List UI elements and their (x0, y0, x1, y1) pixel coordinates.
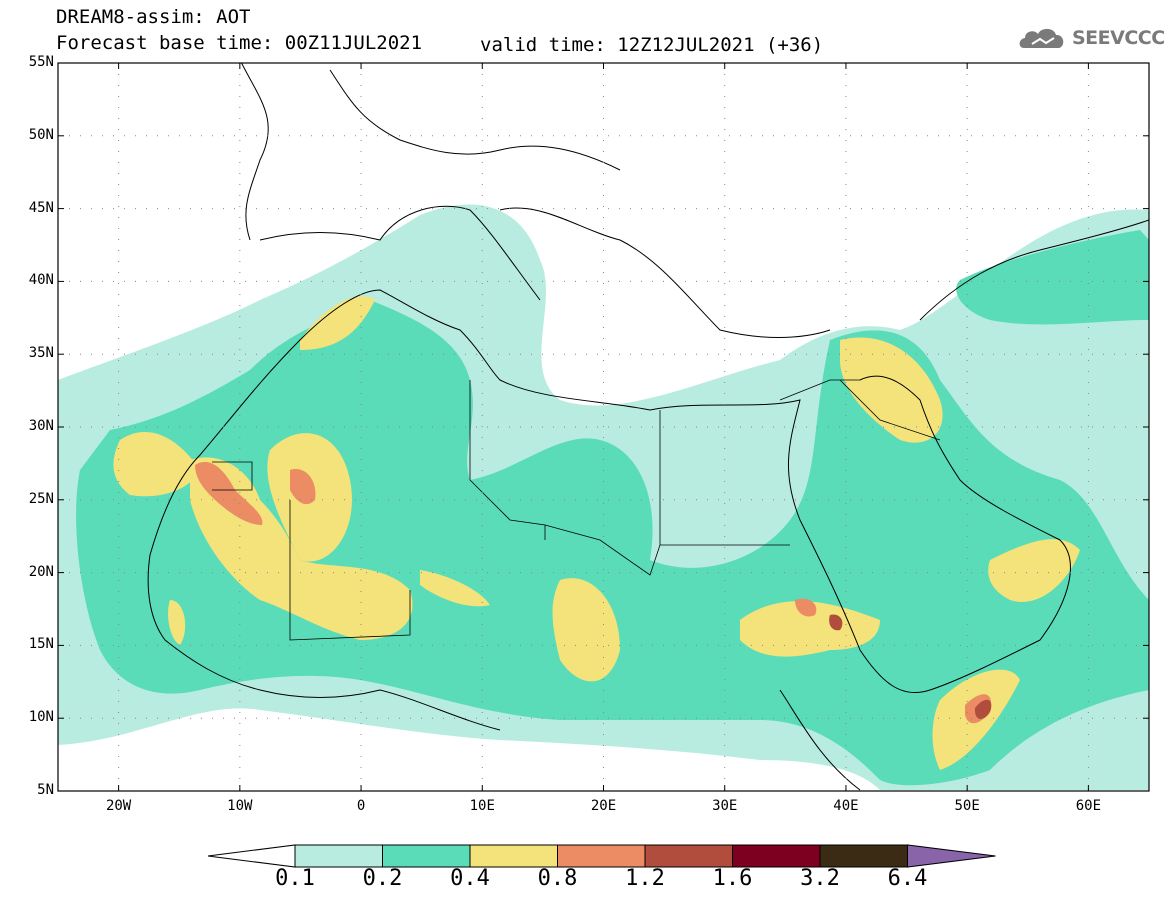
colorbar-label: 3.2 (800, 866, 840, 891)
borders (212, 379, 941, 641)
colorbar-swatch (557, 844, 646, 868)
lat-label: 50N (28, 126, 54, 143)
lon-label: 50E (954, 798, 980, 814)
lat-label: 20N (28, 563, 54, 580)
lon-label: 60E (1075, 798, 1102, 814)
colorbar-swatch (732, 844, 821, 868)
logo-text: SEEVCCC (1072, 27, 1165, 49)
colorbar-label: 1.6 (712, 866, 753, 891)
lat-label: 55N (28, 54, 54, 70)
colorbar-label: 1.2 (625, 866, 665, 891)
lat-label: 45N (28, 199, 54, 216)
lon-label: 10E (469, 798, 495, 814)
lon-label: 10W (227, 798, 253, 814)
forecast-base-time: Forecast base time: 00Z11JUL2021 (56, 32, 423, 54)
colorbar-label: 0.2 (362, 866, 403, 891)
colorbar-swatch (644, 844, 733, 868)
lat-label: 25N (28, 490, 54, 507)
lat-label: 5N (37, 782, 54, 798)
lat-label: 10N (28, 709, 54, 726)
colorbar-swatch (294, 844, 383, 868)
colorbar-swatch (469, 844, 558, 868)
aot-contour-1.2 (829, 614, 992, 720)
valid-time: valid time: 12Z12JUL2021 (+36) (480, 34, 824, 56)
colorbar-swatch (819, 844, 908, 868)
colorbar-label: 0.1 (275, 866, 315, 891)
graticule (58, 63, 1149, 791)
aot-field (58, 63, 1149, 791)
lon-label: 20E (590, 798, 617, 814)
lat-label: 15N (28, 636, 54, 653)
lon-label: 40E (833, 798, 859, 814)
colorbar-over-triangle (907, 844, 996, 868)
map-title: DREAM8-assim: AOT (56, 6, 251, 28)
lon-label: 20W (105, 798, 132, 814)
cloud-logo-icon (1019, 28, 1064, 48)
colorbar (207, 844, 996, 868)
colorbar-label: 6.4 (887, 866, 928, 891)
lat-label: 30N (28, 418, 54, 434)
colorbar-under-triangle (207, 844, 296, 868)
colorbar-swatch (382, 844, 471, 868)
colorbar-label: 0.4 (450, 866, 490, 891)
lon-label: 0 (356, 798, 366, 814)
lat-label: 35N (28, 345, 54, 362)
lon-label: 30E (712, 798, 738, 814)
colorbar-label: 0.8 (537, 866, 578, 891)
axis-ticks (58, 62, 1149, 792)
coastlines (147, 63, 1149, 791)
lat-label: 40N (28, 272, 54, 289)
